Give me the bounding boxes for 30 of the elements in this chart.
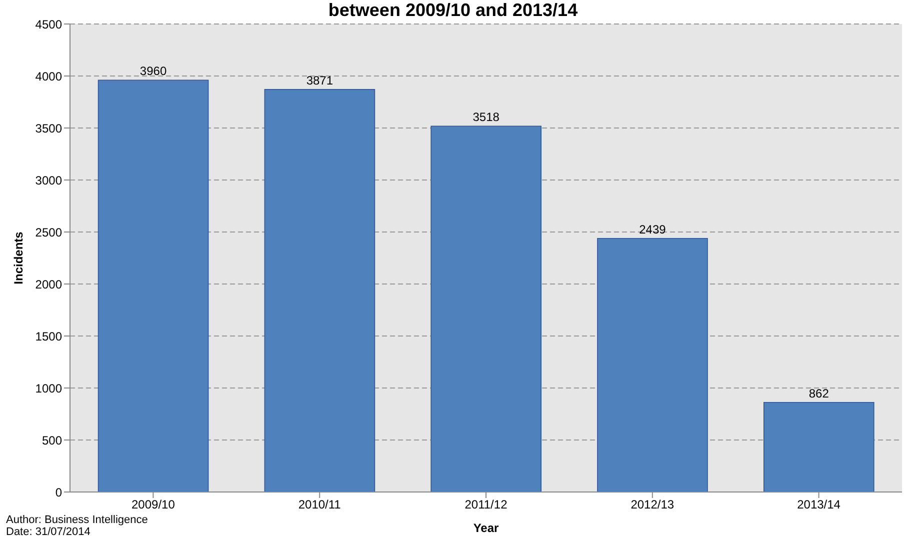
bar — [597, 238, 708, 492]
x-tick-label: 2011/12 — [464, 498, 508, 512]
bar — [430, 126, 542, 492]
x-tick-label: 2009/10 — [132, 498, 176, 512]
y-tick-label: 500 — [42, 433, 62, 448]
bar — [98, 80, 209, 492]
bar — [763, 402, 874, 492]
y-tick-label: 3500 — [35, 121, 62, 136]
text: Date: 31/07/2014 — [6, 526, 90, 536]
y-tick-label: 1000 — [35, 381, 62, 396]
data-label: 3871 — [306, 73, 334, 88]
data-label: 3518 — [472, 110, 500, 124]
x-tick-label: 2013/14 — [797, 498, 841, 512]
y-tick-label: 4500 — [35, 17, 62, 32]
y-tick-label: 2000 — [35, 277, 62, 292]
y-tick-label: 2500 — [35, 225, 62, 240]
y-tick-label: 3000 — [35, 173, 62, 188]
chart-title: between 2009/10 and 2013/14 — [328, 0, 578, 20]
data-label: 862 — [808, 386, 830, 400]
y-tick-label: 1500 — [35, 329, 62, 344]
y-tick-label: 0 — [55, 485, 62, 500]
data-label: 2439 — [639, 222, 666, 236]
x-axis-title: Year — [473, 521, 500, 535]
x-tick-label: 2010/11 — [298, 498, 342, 512]
x-tick-label: 2012/13 — [630, 498, 674, 512]
y-tick-label: 4000 — [35, 69, 62, 84]
text: Author: Business Intelligence — [6, 514, 148, 526]
bar — [264, 89, 376, 492]
data-label: 3960 — [140, 64, 167, 78]
y-axis-title: Incidents — [11, 231, 26, 284]
